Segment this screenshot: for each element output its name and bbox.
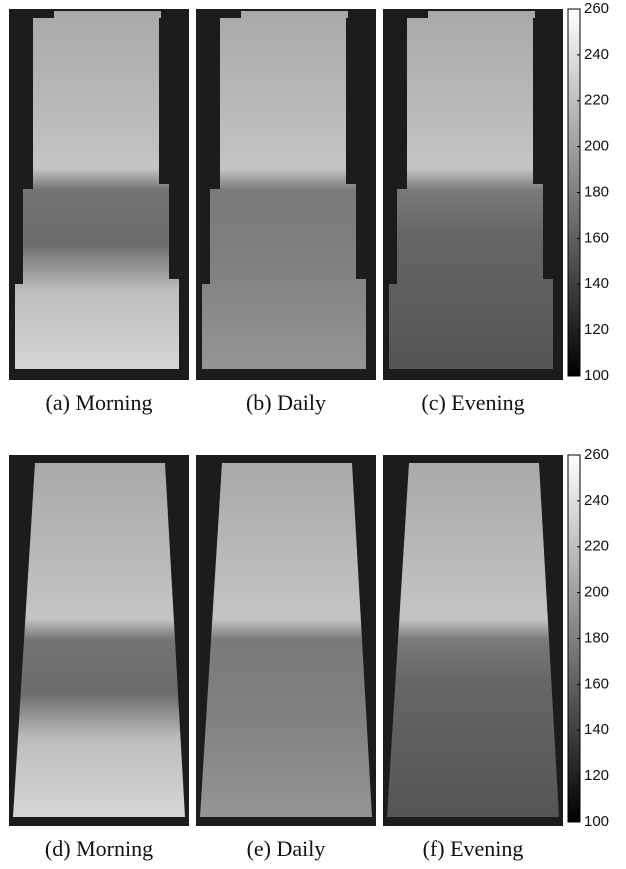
colorbar-tick-label: 220 [584,538,609,555]
colorbar-tick-label: 240 [584,492,609,509]
panel-image [387,463,559,817]
colorbar-tick-label: 180 [584,183,609,200]
colorbar-tick-label: 220 [584,92,609,109]
colorbar-tick-label: 160 [584,229,609,246]
colorbar-tick-label: 200 [584,138,609,155]
colorbar-tick-label: 160 [584,675,609,692]
panel-caption: (b) Daily [246,390,326,415]
panel-image [200,463,372,817]
panel-image [389,11,553,369]
colorbar-tick-label: 260 [584,0,609,17]
colorbar-tick-label: 120 [584,767,609,784]
figure: (a) Morning (b) Daily (c) Evening (d) Morni… [0,0,626,869]
panel-caption: (f) Evening [423,836,524,861]
panel-image [13,463,185,817]
panel-caption: (c) Evening [421,390,524,415]
colorbar-tick-label: 180 [584,629,609,646]
colorbar-tick-label: 140 [584,275,609,292]
panel-caption: (e) Daily [247,836,326,861]
colorbar-tick-label: 200 [584,584,609,601]
colorbar-tick-label: 140 [584,721,609,738]
panel-caption: (a) Morning [46,390,153,415]
colorbar-tick-label: 100 [584,367,609,384]
panel-caption: (d) Morning [45,836,153,861]
panel-image [15,11,179,369]
colorbar-tick-label: 240 [584,46,609,63]
colorbar-tick-label: 260 [584,446,609,463]
colorbar-tick-label: 120 [584,321,609,338]
colorbar-tick-label: 100 [584,813,609,830]
panel-image [202,11,366,369]
